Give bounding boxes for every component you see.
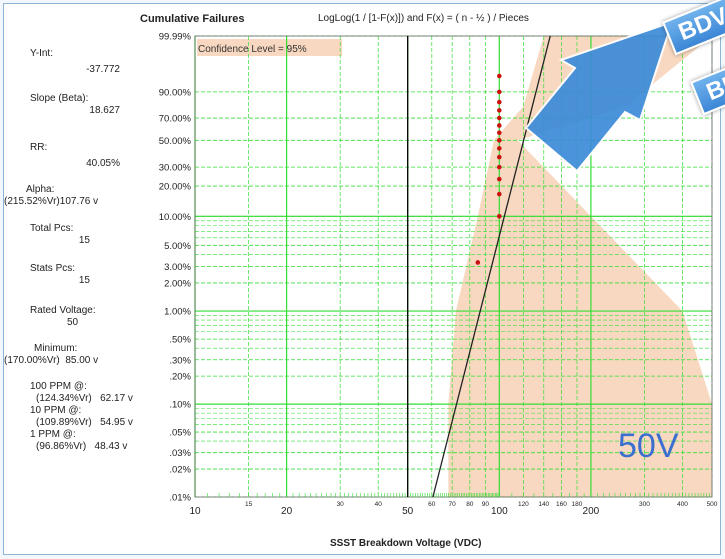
x-minor-tick-label: 15 bbox=[245, 501, 253, 508]
x-minor-tick-label: 160 bbox=[556, 501, 567, 508]
stat-value: (109.89%Vr) 54.95 v bbox=[36, 417, 133, 428]
confidence-label: Confidence Level = 95% bbox=[198, 44, 307, 55]
data-point bbox=[497, 214, 502, 219]
stat-value: 40.05% bbox=[86, 158, 120, 169]
stat-label: 100 PPM @: bbox=[30, 381, 87, 392]
y-tick-label: 3.00% bbox=[164, 262, 191, 273]
stat-label: Minimum: bbox=[34, 343, 78, 354]
data-point bbox=[497, 73, 502, 79]
y-tick-label: .05% bbox=[169, 428, 191, 439]
stat-label: Rated Voltage: bbox=[30, 305, 96, 316]
data-point bbox=[497, 89, 502, 95]
stat-label: Slope (Beta): bbox=[30, 93, 89, 104]
data-point bbox=[475, 260, 481, 265]
data-point bbox=[497, 130, 502, 136]
y-tick-label: 10.00% bbox=[159, 212, 192, 223]
x-minor-tick-label: 400 bbox=[677, 501, 688, 508]
x-minor-tick-label: 300 bbox=[639, 501, 650, 508]
x-minor-tick-label: 140 bbox=[538, 501, 549, 508]
stat-value: 15 bbox=[78, 275, 90, 286]
stat-label: Alpha: bbox=[26, 184, 55, 195]
y-tick-label: .30% bbox=[169, 355, 191, 366]
data-point bbox=[497, 176, 502, 182]
stat-minimum: Minimum: (170.00%Vr) 85.00 v bbox=[4, 343, 144, 367]
y-tick-label: 70.00% bbox=[159, 114, 192, 125]
plot-border bbox=[194, 35, 713, 498]
stat-label: Total Pcs: bbox=[30, 223, 74, 234]
y-tick-label: 90.00% bbox=[159, 87, 192, 98]
data-point bbox=[497, 123, 502, 128]
stat-label: Y-Int: bbox=[30, 48, 53, 59]
x-minor-tick-label: 60 bbox=[428, 501, 436, 508]
stat-label: Stats Pcs: bbox=[30, 263, 76, 274]
x-minor-tick-label: 80 bbox=[466, 501, 474, 508]
x-minor-tick-label: 40 bbox=[375, 501, 383, 508]
y-tick-label: .02% bbox=[169, 465, 191, 476]
x-minor-tick-label: 120 bbox=[518, 501, 529, 508]
stat-label: RR: bbox=[30, 142, 48, 153]
x-major-tick-label: 200 bbox=[583, 506, 600, 517]
data-point bbox=[497, 115, 502, 121]
stat-stats-pcs: Stats Pcs: 15 bbox=[30, 263, 90, 287]
y-tick-label: 1.00% bbox=[164, 307, 191, 318]
data-point bbox=[497, 191, 502, 197]
stat-value: 18.627 bbox=[89, 105, 120, 116]
data-point bbox=[497, 138, 502, 143]
stat-rr: RR: 40.05% bbox=[30, 142, 120, 170]
y-tick-label: 2.00% bbox=[164, 278, 191, 289]
stats-panel: Y-Int: -37.772 Slope (Beta): 18.627 RR: … bbox=[0, 0, 133, 520]
y-tick-label: .50% bbox=[169, 335, 191, 346]
stat-value: (124.34%Vr) 62.17 v bbox=[36, 393, 133, 404]
stat-value: (96.86%Vr) 48.43 v bbox=[36, 441, 128, 452]
y-tick-label: .10% bbox=[169, 400, 191, 411]
data-point bbox=[497, 146, 502, 151]
stat-value: 15 bbox=[78, 235, 90, 246]
y-tick-label: .01% bbox=[169, 493, 191, 504]
confidence-label-box bbox=[197, 39, 342, 56]
data-point bbox=[497, 154, 502, 160]
y-tick-label: 50.00% bbox=[159, 136, 192, 147]
x-minor-tick-label: 500 bbox=[707, 501, 718, 508]
stat-y-int: Y-Int: -37.772 bbox=[30, 48, 120, 76]
stat-alpha: Alpha: (215.52%Vr)107.76 v bbox=[4, 184, 136, 208]
fit-line bbox=[432, 35, 551, 498]
y-tick-label: 99.99% bbox=[159, 32, 192, 43]
stat-label: 10 PPM @: bbox=[30, 405, 82, 416]
stat-1ppm: 1 PPM @: (96.86%Vr) 48.43 v bbox=[30, 429, 140, 453]
y-tick-label: 20.00% bbox=[159, 182, 192, 193]
x-minor-tick-label: 30 bbox=[337, 501, 345, 508]
stat-value: 50 bbox=[67, 317, 79, 328]
data-point bbox=[497, 164, 502, 170]
voltage-callout: 50V bbox=[618, 427, 679, 465]
data-point bbox=[497, 108, 502, 113]
y-tick-label: .03% bbox=[169, 448, 191, 459]
x-major-tick-label: 50 bbox=[402, 506, 414, 517]
stat-slope: Slope (Beta): 18.627 bbox=[30, 93, 120, 117]
chart-title: Cumulative Failures bbox=[140, 13, 245, 25]
x-axis-label: SSST Breakdown Voltage (VDC) bbox=[330, 538, 482, 549]
stat-value: (215.52%Vr)107.76 v bbox=[4, 196, 99, 207]
chart-formula: LogLog(1 / [1-F(x)]) and F(x) = ( n - ½ … bbox=[318, 13, 529, 24]
y-tick-label: 30.00% bbox=[159, 163, 192, 174]
stat-label: 1 PPM @: bbox=[30, 429, 76, 440]
stat-value: (170.00%Vr) 85.00 v bbox=[4, 355, 99, 366]
x-minor-tick-label: 70 bbox=[449, 501, 457, 508]
y-tick-label: 5.00% bbox=[164, 241, 191, 252]
data-point bbox=[497, 99, 502, 105]
stat-total-pcs: Total Pcs: 15 bbox=[30, 223, 90, 247]
stat-10ppm: 10 PPM @: (109.89%Vr) 54.95 v bbox=[30, 405, 140, 429]
x-major-tick-label: 10 bbox=[189, 506, 201, 517]
x-major-tick-label: 20 bbox=[281, 506, 293, 517]
stat-rated-voltage: Rated Voltage: 50 bbox=[30, 305, 105, 329]
stat-100ppm: 100 PPM @: (124.34%Vr) 62.17 v bbox=[30, 381, 140, 405]
y-tick-label: .20% bbox=[169, 372, 191, 383]
callout-arrow bbox=[524, 20, 674, 173]
stat-value: -37.772 bbox=[86, 64, 120, 75]
x-major-tick-label: 100 bbox=[491, 506, 508, 517]
x-minor-tick-label: 180 bbox=[572, 501, 583, 508]
x-minor-tick-label: 90 bbox=[482, 501, 490, 508]
